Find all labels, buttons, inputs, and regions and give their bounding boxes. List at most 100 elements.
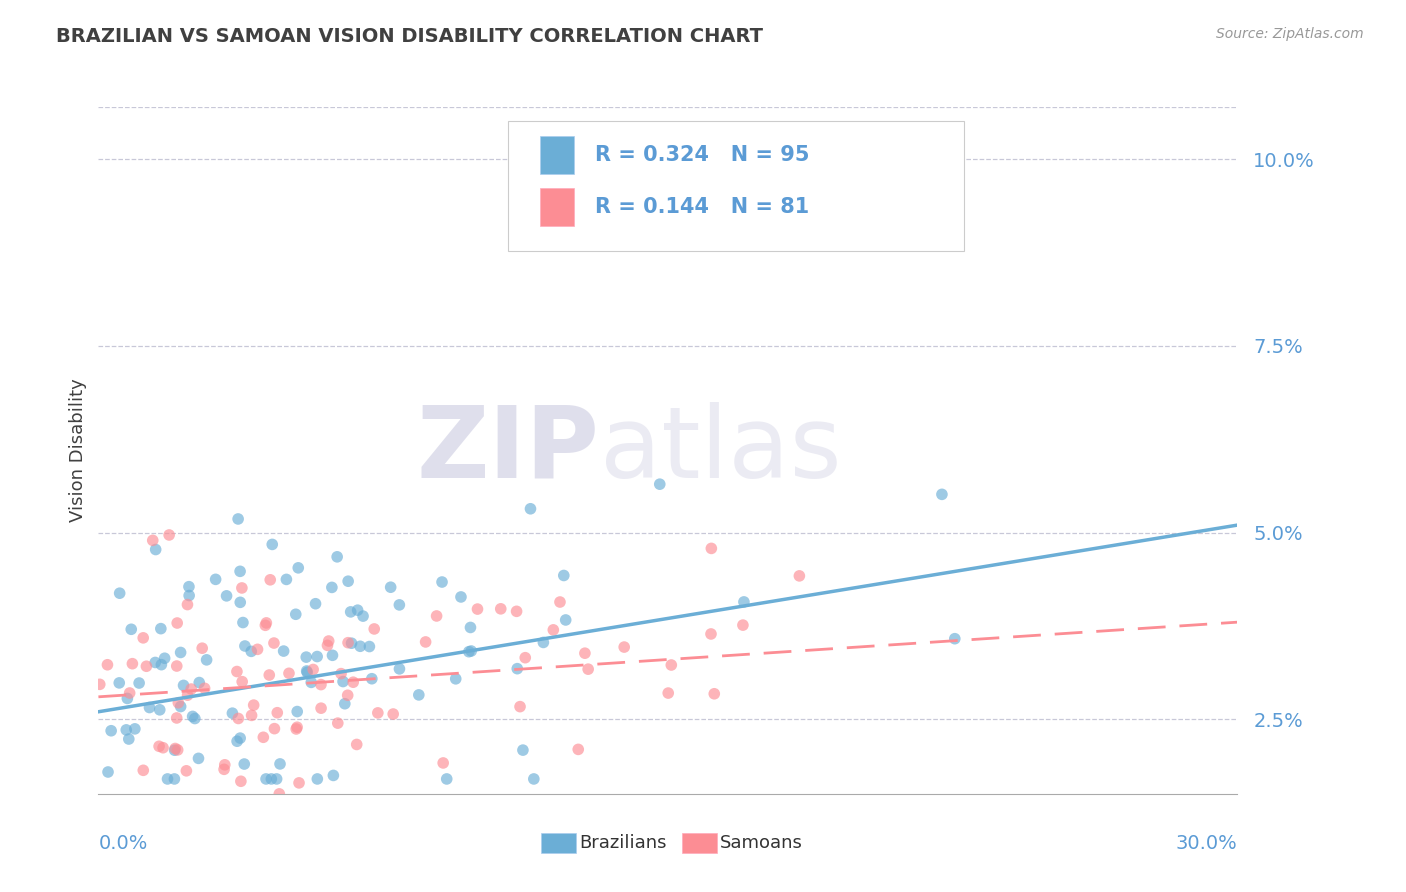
Point xyxy=(254,772,277,786)
Point xyxy=(226,665,249,679)
Point xyxy=(733,595,755,609)
Text: 30.0%: 30.0% xyxy=(1175,834,1237,853)
Point xyxy=(166,711,188,725)
Point xyxy=(226,734,249,748)
Point xyxy=(349,640,371,654)
Point xyxy=(204,572,226,586)
Point xyxy=(380,580,402,594)
Point xyxy=(363,622,385,636)
Point xyxy=(165,741,187,756)
Point xyxy=(269,756,291,771)
Point xyxy=(523,772,546,786)
Point xyxy=(100,723,122,738)
Point xyxy=(731,618,754,632)
Text: ZIP: ZIP xyxy=(416,402,599,499)
Point xyxy=(229,565,252,579)
Point xyxy=(285,720,308,734)
Point xyxy=(226,512,249,526)
Point xyxy=(299,675,322,690)
Point xyxy=(519,501,541,516)
Point xyxy=(246,642,269,657)
Point xyxy=(188,675,211,690)
Point xyxy=(173,678,195,692)
Point xyxy=(221,706,243,721)
Point xyxy=(506,662,529,676)
Point xyxy=(432,756,454,770)
Point xyxy=(531,635,554,649)
Point xyxy=(266,772,288,786)
Point xyxy=(337,574,360,589)
Point xyxy=(352,609,374,624)
Point xyxy=(426,609,449,624)
Point xyxy=(163,772,186,786)
Text: R = 0.144   N = 81: R = 0.144 N = 81 xyxy=(595,196,810,217)
Point xyxy=(260,772,283,786)
Point xyxy=(242,698,264,712)
Point xyxy=(132,764,155,778)
Point xyxy=(254,618,277,632)
Point xyxy=(167,696,190,710)
Text: 0.0%: 0.0% xyxy=(98,834,148,853)
Point xyxy=(157,528,180,542)
Point xyxy=(509,699,531,714)
Point xyxy=(166,743,188,757)
Text: atlas: atlas xyxy=(599,402,841,499)
Y-axis label: Vision Disability: Vision Disability xyxy=(69,378,87,523)
Point xyxy=(184,712,207,726)
Point xyxy=(489,602,512,616)
Point xyxy=(700,627,723,641)
Point xyxy=(166,615,188,630)
Point xyxy=(269,787,291,801)
Point xyxy=(307,772,329,786)
Point xyxy=(336,688,359,702)
Point xyxy=(460,644,482,658)
Point xyxy=(285,705,308,719)
Point xyxy=(342,675,364,690)
Text: Brazilians: Brazilians xyxy=(579,834,666,852)
Point xyxy=(408,688,430,702)
Point xyxy=(231,581,253,595)
Point xyxy=(229,731,252,745)
Point xyxy=(228,711,250,725)
Point xyxy=(284,607,307,622)
Point xyxy=(648,477,671,491)
Point xyxy=(340,636,363,650)
Point xyxy=(295,650,318,665)
Point xyxy=(149,622,172,636)
Point xyxy=(333,697,356,711)
Point xyxy=(553,568,575,582)
Point xyxy=(613,640,636,654)
Text: R = 0.324   N = 95: R = 0.324 N = 95 xyxy=(595,145,810,165)
Point xyxy=(96,657,118,672)
Point xyxy=(149,703,172,717)
Point xyxy=(576,662,599,676)
Point xyxy=(330,666,353,681)
Point xyxy=(382,706,405,721)
Point xyxy=(326,549,349,564)
Point xyxy=(415,635,437,649)
Point xyxy=(117,691,139,706)
Point xyxy=(233,757,256,772)
Point xyxy=(259,573,281,587)
Point xyxy=(287,561,309,575)
Point xyxy=(273,644,295,658)
Point xyxy=(153,651,176,665)
FancyBboxPatch shape xyxy=(509,120,965,252)
Point xyxy=(276,573,298,587)
Point xyxy=(444,672,467,686)
Point xyxy=(214,757,236,772)
Point xyxy=(302,663,325,677)
Point xyxy=(254,615,277,630)
Point xyxy=(259,668,281,682)
Point xyxy=(266,706,288,720)
Point xyxy=(567,742,589,756)
Point xyxy=(115,723,138,737)
Point xyxy=(388,598,411,612)
Point xyxy=(659,658,682,673)
Point xyxy=(118,732,141,747)
Point xyxy=(339,605,361,619)
Point xyxy=(297,665,319,680)
Point xyxy=(232,615,254,630)
Point xyxy=(187,751,209,765)
Point xyxy=(108,586,131,600)
